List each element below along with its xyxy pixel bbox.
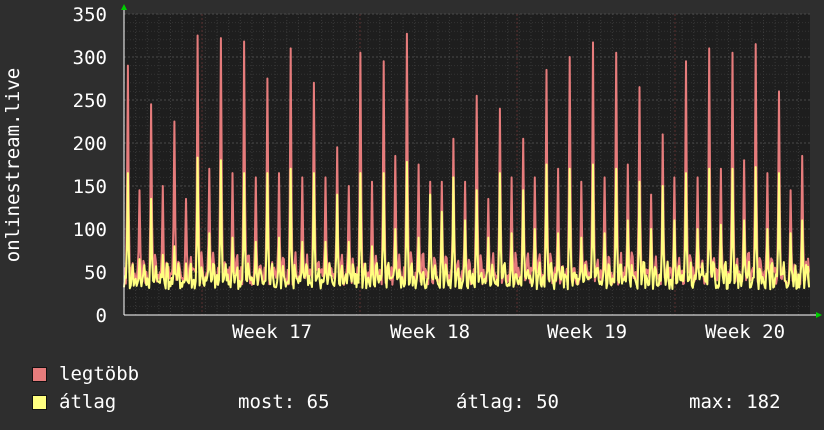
legend-item-max: legtöbb	[32, 363, 139, 385]
x-tick-label: Week 20	[705, 321, 785, 343]
y-tick-label: 250	[73, 90, 107, 112]
y-axis-label: onlinestream.live	[2, 68, 24, 262]
legend-swatch-avg	[32, 394, 47, 410]
x-axis-arrow	[816, 312, 822, 318]
y-tick-label: 100	[73, 219, 107, 241]
y-axis-arrow	[121, 4, 127, 10]
x-tick-label: Week 19	[547, 321, 627, 343]
y-tick-label: 0	[96, 305, 107, 327]
legend-item-avg: átlag	[32, 391, 116, 413]
legend-swatch-max	[32, 366, 47, 382]
legend-label-max: legtöbb	[59, 363, 140, 385]
stat-current: most: 65	[238, 391, 330, 413]
axes-layer	[121, 4, 822, 318]
x-tick-labels: Week 17 Week 18 Week 19 Week 20	[232, 321, 785, 343]
series-line-avg	[123, 156, 810, 291]
y-tick-label: 300	[73, 47, 107, 69]
y-tick-label: 200	[73, 133, 107, 155]
legend-label-avg: átlag	[59, 391, 117, 413]
x-tick-label: Week 17	[232, 321, 312, 343]
x-tick-label: Week 18	[390, 321, 470, 343]
stat-average: átlag: 50	[456, 391, 559, 413]
y-tick-label: 50	[84, 262, 107, 284]
y-tick-labels: 0 50 100 150 200 250 300 350	[73, 4, 107, 327]
y-tick-label: 150	[73, 176, 107, 198]
series-layer	[123, 32, 810, 291]
stat-max: max: 182	[689, 391, 781, 413]
y-tick-label: 350	[73, 4, 107, 26]
